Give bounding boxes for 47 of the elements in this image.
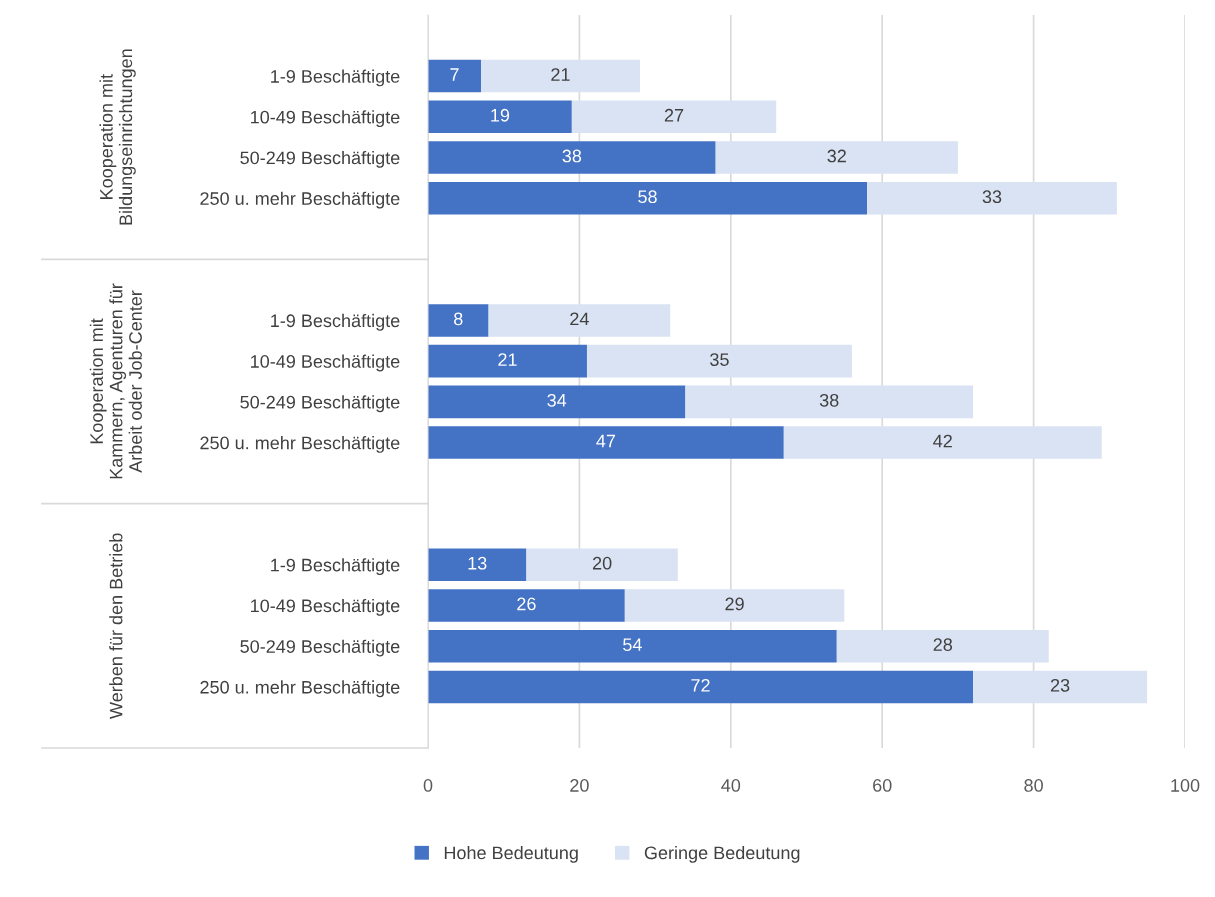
- x-tick-label: 20: [570, 779, 589, 792]
- data-label: 19: [491, 108, 510, 122]
- legend-label: Hohe Bedeutung: [444, 845, 578, 863]
- y-tick-label: 10-49 Beschäftigte: [251, 354, 400, 372]
- y-tick-label: 1-9 Beschäftigte: [271, 313, 400, 331]
- y-tick-label: 250 u. mehr Beschäftigte: [200, 680, 400, 698]
- data-label: 26: [517, 597, 536, 611]
- data-label: 72: [691, 678, 710, 692]
- x-tick-label: 100: [1171, 779, 1200, 792]
- data-label: 35: [710, 353, 729, 366]
- y-tick-label: 1-9 Beschäftigte: [271, 558, 400, 576]
- data-label: 38: [562, 149, 582, 163]
- data-label: 27: [664, 108, 684, 122]
- y-tick-label: 10-49 Beschäftigte: [251, 598, 400, 616]
- data-label: 28: [933, 638, 953, 652]
- y-tick-label: 50-249 Beschäftigte: [240, 150, 400, 168]
- data-label: 34: [547, 393, 567, 407]
- data-label: 21: [498, 353, 517, 366]
- data-label: 8: [454, 312, 463, 326]
- y-tick-label: 250 u. mehr Beschäftigte: [200, 191, 400, 209]
- text: Kooperation mit Kammern, Agenturen für Arbeit oder Job-Center: [89, 283, 142, 479]
- x-tick-label: 0: [423, 779, 433, 792]
- data-label: 32: [827, 149, 846, 163]
- data-label: 33: [982, 190, 1002, 204]
- data-label: 54: [623, 638, 642, 652]
- x-tick-label: 80: [1024, 779, 1043, 792]
- data-label: 29: [725, 597, 744, 611]
- data-label: 20: [592, 556, 612, 570]
- data-label: 42: [933, 434, 952, 448]
- y-tick-label: 50-249 Beschäftigte: [240, 639, 400, 657]
- legend-label: Geringe Bedeutung: [644, 845, 800, 863]
- data-label: 13: [468, 556, 487, 570]
- y-tick-label: 1-9 Beschäftigte: [271, 69, 400, 87]
- y-tick-label: 50-249 Beschäftigte: [240, 395, 400, 413]
- data-label: 21: [551, 68, 570, 81]
- y-tick-label: 250 u. mehr Beschäftigte: [200, 436, 400, 453]
- data-label: 58: [638, 190, 657, 204]
- data-label: 24: [570, 312, 589, 326]
- text: Werben für den Betrieb: [109, 533, 123, 719]
- y-tick-label: 10-49 Beschäftigte: [251, 110, 400, 128]
- data-label: 23: [1050, 678, 1070, 692]
- data-label: 38: [819, 393, 839, 407]
- x-tick-label: 60: [873, 779, 892, 792]
- data-label: 7: [450, 68, 459, 81]
- text: Kooperation mit Bildungseinrichtungen: [99, 49, 136, 225]
- x-tick-label: 40: [721, 779, 741, 792]
- data-label: 47: [596, 434, 616, 448]
